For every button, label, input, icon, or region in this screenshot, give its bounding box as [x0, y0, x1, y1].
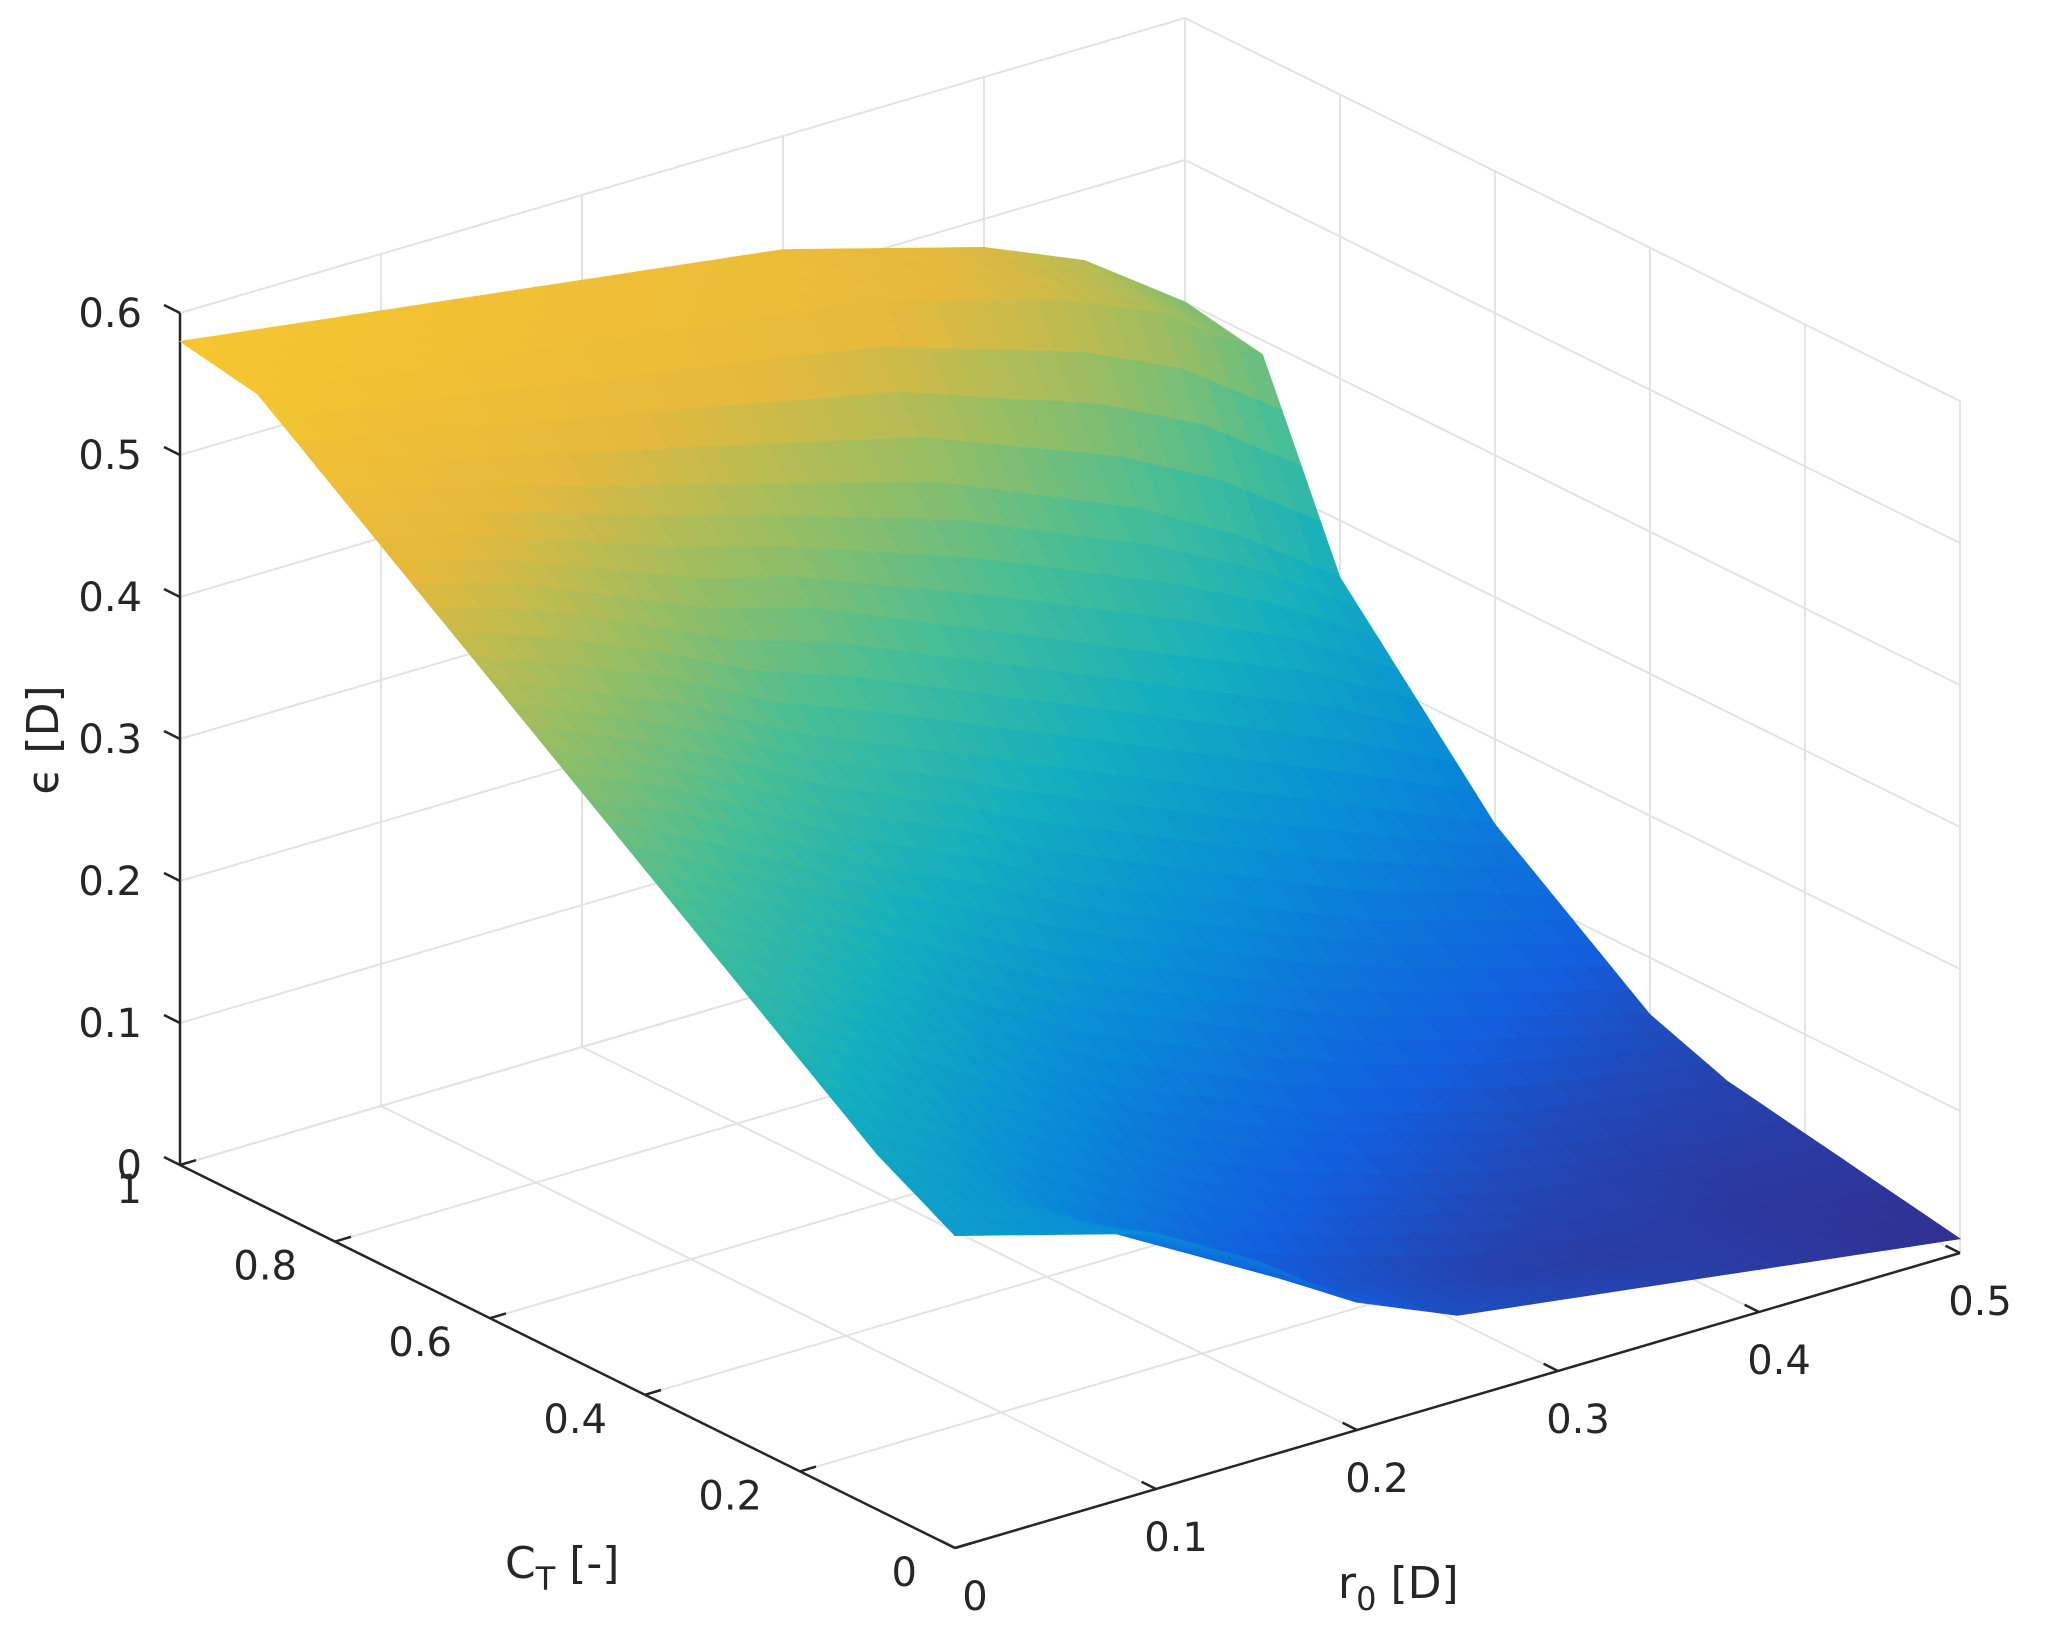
y-tick-mark	[489, 1312, 507, 1320]
x-tick-label: 0.3	[1546, 1397, 1610, 1443]
z-tick-label: 0	[117, 1143, 142, 1189]
grid-line-sidewall-z	[1184, 159, 1961, 544]
y-tick-mark	[799, 1465, 817, 1473]
x-tick-mark	[1744, 1303, 1760, 1314]
z-tick-mark	[163, 871, 181, 883]
z-tick-mark	[163, 303, 181, 315]
x-tick-label: 0	[962, 1574, 987, 1620]
x-axis-line	[954, 1251, 1961, 1550]
x-tick-mark	[1342, 1421, 1358, 1432]
z-tick-label: 0.3	[78, 717, 142, 763]
z-tick-mark	[163, 445, 181, 457]
grid-line-backwall-z	[179, 17, 1186, 314]
z-tick-label: 0.6	[78, 291, 142, 337]
y-tick-mark	[954, 1542, 972, 1550]
x-tick-label: 0.4	[1747, 1338, 1811, 1384]
z-tick-label: 0.5	[78, 433, 142, 479]
y-axis-label: CT [-]	[505, 1538, 619, 1598]
surface-patch	[1914, 1225, 1962, 1244]
z-tick-mark	[163, 1013, 181, 1025]
x-tick-mark	[940, 1539, 956, 1550]
y-tick-label: 0.8	[233, 1244, 297, 1290]
x-tick-label: 0.1	[1144, 1515, 1208, 1561]
y-tick-label: 0.2	[698, 1473, 762, 1519]
x-axis-label: r0 [D]	[1338, 1558, 1459, 1618]
x-tick-mark	[1543, 1362, 1559, 1373]
y-tick-mark	[179, 1159, 197, 1167]
x-tick-label: 0.2	[1345, 1456, 1409, 1502]
z-tick-mark	[163, 1155, 181, 1167]
z-tick-label: 0.2	[78, 859, 142, 905]
x-tick-mark	[1945, 1244, 1961, 1255]
x-tick-label: 0.5	[1948, 1279, 2012, 1325]
y-tick-label: 0.6	[388, 1320, 452, 1366]
grid-line-sidewall-z	[1184, 301, 1961, 686]
y-tick-label: 0.4	[543, 1397, 607, 1443]
y-axis-line	[179, 1163, 956, 1550]
grid-line-sidewall-z	[1184, 17, 1961, 402]
z-axis-label: ϵ [D]	[18, 685, 69, 794]
y-tick-mark	[334, 1235, 352, 1243]
z-tick-label: 0.4	[78, 575, 142, 621]
grid-line-floor-x	[581, 1046, 1358, 1431]
axis-lines	[163, 303, 1961, 1550]
z-tick-label: 0.1	[78, 1001, 142, 1047]
grid-line-floor-x	[380, 1105, 1157, 1490]
tick-labels: 00.10.20.30.40.500.20.40.60.8100.10.20.3…	[78, 291, 2011, 1620]
z-tick-mark	[163, 729, 181, 741]
x-tick-mark	[1141, 1480, 1157, 1491]
z-tick-mark	[163, 587, 181, 599]
y-tick-label: 1	[117, 1167, 142, 1213]
y-tick-label: 0	[892, 1550, 917, 1596]
y-tick-mark	[644, 1388, 662, 1396]
surface-plot	[178, 246, 1962, 1316]
